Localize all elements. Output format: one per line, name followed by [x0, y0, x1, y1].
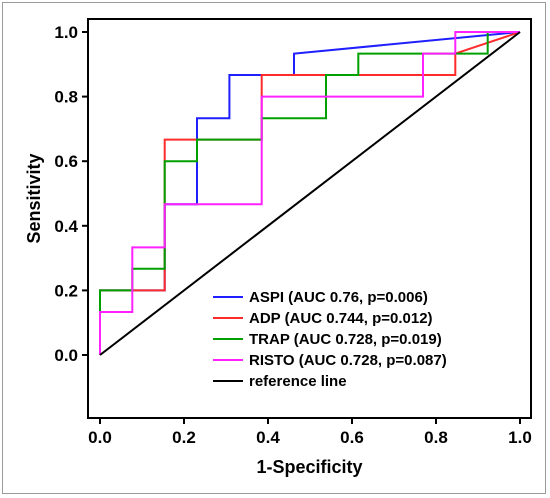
- y-tick-label: 0.0: [54, 346, 78, 365]
- y-tick-label: 0.8: [54, 88, 78, 107]
- y-tick-label: 0.2: [54, 281, 78, 300]
- x-tick-label: 0.8: [424, 428, 448, 447]
- x-axis-ticks: 0.0 0.2 0.4 0.6 0.8 1.0: [88, 418, 532, 447]
- y-tick-label: 0.4: [54, 217, 78, 236]
- x-tick-label: 0.0: [88, 428, 112, 447]
- y-tick-label: 0.6: [54, 152, 78, 171]
- plot-border: [87, 18, 532, 419]
- series-layer: [99, 31, 521, 356]
- x-axis-title: 1-Specificity: [256, 457, 362, 477]
- legend-label: reference line: [249, 373, 347, 390]
- x-tick-label: 0.2: [172, 428, 196, 447]
- series-line-reference: [99, 31, 521, 356]
- chart-frame: [2, 2, 546, 494]
- legend-label: ASPI (AUC 0.76, p=0.006): [249, 289, 428, 306]
- legend-label: ADP (AUC 0.744, p=0.012): [249, 310, 433, 327]
- plot-area: [87, 18, 532, 419]
- legend-label: TRAP (AUC 0.728, p=0.019): [249, 331, 442, 348]
- x-tick-label: 1.0: [508, 428, 532, 447]
- legend-label: RISTO (AUC 0.728, p=0.087): [249, 352, 447, 369]
- legend: ASPI (AUC 0.76, p=0.006) ADP (AUC 0.744, …: [213, 289, 447, 390]
- series-line-risto: [99, 31, 520, 355]
- y-axis-title: Sensitivity: [24, 153, 44, 243]
- y-tick-label: 1.0: [54, 23, 78, 42]
- x-tick-label: 0.6: [340, 428, 364, 447]
- y-axis-ticks: 0.0 0.2 0.4 0.6 0.8 1.0: [54, 23, 88, 365]
- x-tick-label: 0.4: [256, 428, 280, 447]
